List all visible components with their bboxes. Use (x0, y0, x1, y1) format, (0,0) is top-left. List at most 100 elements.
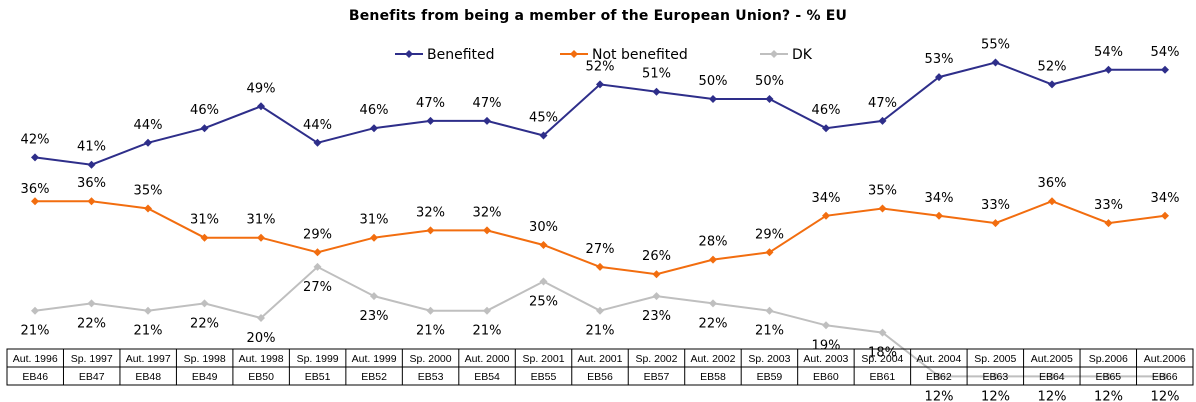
data-point-2-5 (313, 262, 322, 271)
x-tick-label-13: Sp. 2003 (748, 353, 790, 365)
data-label-0-4: 49% (247, 81, 276, 96)
data-label-1-18: 36% (1038, 176, 1067, 191)
x-tick-label-14: Aut. 2003 (803, 353, 848, 365)
legend-marker-1 (570, 50, 578, 58)
data-point-1-8 (483, 226, 491, 235)
x-tick-label-1: Sp. 1997 (71, 353, 113, 365)
data-point-2-20 (1161, 372, 1169, 381)
data-point-1-15 (878, 204, 887, 213)
data-point-1-17 (991, 219, 1000, 228)
data-label-0-17: 55% (981, 38, 1010, 53)
data-label-2-19: 12% (1094, 389, 1123, 402)
data-label-2-12: 22% (699, 316, 728, 331)
survey-code-20: EB66 (1152, 371, 1178, 383)
survey-code-0: EB46 (22, 371, 48, 383)
data-point-0-9 (539, 131, 548, 140)
legend-label-0: Benefited (427, 47, 495, 63)
data-point-0-6 (370, 124, 378, 133)
data-label-2-20: 12% (1151, 389, 1180, 402)
data-point-0-13 (765, 95, 774, 103)
survey-code-10: EB56 (587, 371, 613, 383)
data-point-2-2 (144, 306, 152, 315)
data-label-2-10: 21% (586, 324, 615, 339)
data-label-2-18: 12% (1038, 389, 1067, 402)
data-label-0-6: 46% (360, 103, 389, 118)
data-point-1-9 (539, 241, 548, 249)
legend-marker-2 (770, 50, 778, 58)
data-label-0-15: 47% (868, 96, 897, 111)
data-point-1-19 (1104, 219, 1113, 228)
data-point-2-18 (1048, 372, 1056, 381)
survey-code-15: EB61 (870, 371, 896, 383)
data-label-1-11: 26% (642, 249, 671, 264)
data-point-2-0 (31, 306, 39, 315)
data-point-1-18 (1048, 197, 1056, 206)
data-point-1-0 (31, 197, 39, 206)
data-point-0-19 (1104, 65, 1113, 74)
data-label-1-8: 32% (473, 205, 502, 220)
data-label-1-1: 36% (77, 176, 106, 191)
x-tick-label-20: Aut.2006 (1144, 353, 1186, 365)
data-point-1-10 (596, 262, 604, 271)
data-label-2-3: 22% (190, 316, 219, 331)
data-point-0-11 (652, 87, 661, 96)
data-label-0-7: 47% (416, 96, 445, 111)
x-tick-label-9: Sp. 2001 (523, 353, 565, 365)
x-tick-label-7: Sp. 2000 (410, 353, 452, 365)
survey-code-17: EB63 (982, 371, 1008, 383)
data-label-1-14: 34% (812, 191, 841, 206)
data-point-2-3 (200, 299, 209, 308)
data-label-0-11: 51% (642, 67, 671, 82)
x-tick-label-3: Sp. 1998 (184, 353, 226, 365)
x-tick-label-18: Aut.2005 (1031, 353, 1073, 365)
data-point-1-13 (765, 248, 774, 257)
chart-title: Benefits from being a member of the Euro… (348, 8, 848, 24)
data-point-0-10 (596, 80, 604, 89)
data-label-1-20: 34% (1151, 191, 1180, 206)
survey-code-12: EB58 (700, 371, 726, 383)
data-point-1-16 (935, 211, 943, 220)
data-label-2-6: 23% (360, 309, 389, 324)
data-label-0-8: 47% (473, 96, 502, 111)
data-label-1-4: 31% (247, 213, 276, 228)
data-label-0-5: 44% (303, 118, 332, 133)
data-label-1-12: 28% (699, 235, 728, 250)
x-tick-label-2: Aut. 1997 (126, 353, 171, 365)
data-label-2-14: 19% (812, 338, 841, 353)
data-label-1-15: 35% (868, 184, 897, 199)
data-point-1-2 (144, 204, 152, 213)
legend-label-1: Not benefited (592, 47, 688, 63)
survey-code-11: EB57 (644, 371, 670, 383)
x-tick-label-19: Sp.2006 (1089, 353, 1128, 365)
data-label-2-11: 23% (642, 309, 671, 324)
data-point-1-11 (652, 270, 661, 279)
data-label-2-9: 25% (529, 295, 558, 310)
data-label-1-6: 31% (360, 213, 389, 228)
data-label-0-9: 45% (529, 111, 558, 126)
x-tick-label-10: Aut. 2001 (578, 353, 623, 365)
data-point-0-0 (31, 153, 39, 162)
data-point-2-11 (652, 292, 661, 301)
data-point-2-6 (370, 292, 378, 301)
x-tick-label-8: Aut. 2000 (465, 353, 510, 365)
survey-code-3: EB49 (192, 371, 218, 383)
data-point-1-4 (257, 233, 265, 242)
data-point-0-3 (200, 124, 209, 133)
survey-code-2: EB48 (135, 371, 161, 383)
data-label-0-18: 52% (1038, 59, 1067, 74)
survey-code-13: EB59 (757, 371, 783, 383)
data-point-2-7 (426, 306, 435, 315)
legend-label-2: DK (792, 47, 813, 63)
data-point-2-19 (1104, 372, 1113, 381)
data-label-1-19: 33% (1094, 198, 1123, 213)
survey-code-14: EB60 (813, 371, 839, 383)
data-point-1-3 (200, 233, 209, 242)
data-label-0-20: 54% (1151, 45, 1180, 60)
data-label-1-16: 34% (925, 191, 954, 206)
data-point-1-6 (370, 233, 378, 242)
data-point-2-10 (596, 306, 604, 315)
data-label-0-2: 44% (134, 118, 163, 133)
survey-code-1: EB47 (79, 371, 105, 383)
x-tick-label-4: Aut. 1998 (239, 353, 284, 365)
data-point-2-14 (822, 321, 830, 330)
